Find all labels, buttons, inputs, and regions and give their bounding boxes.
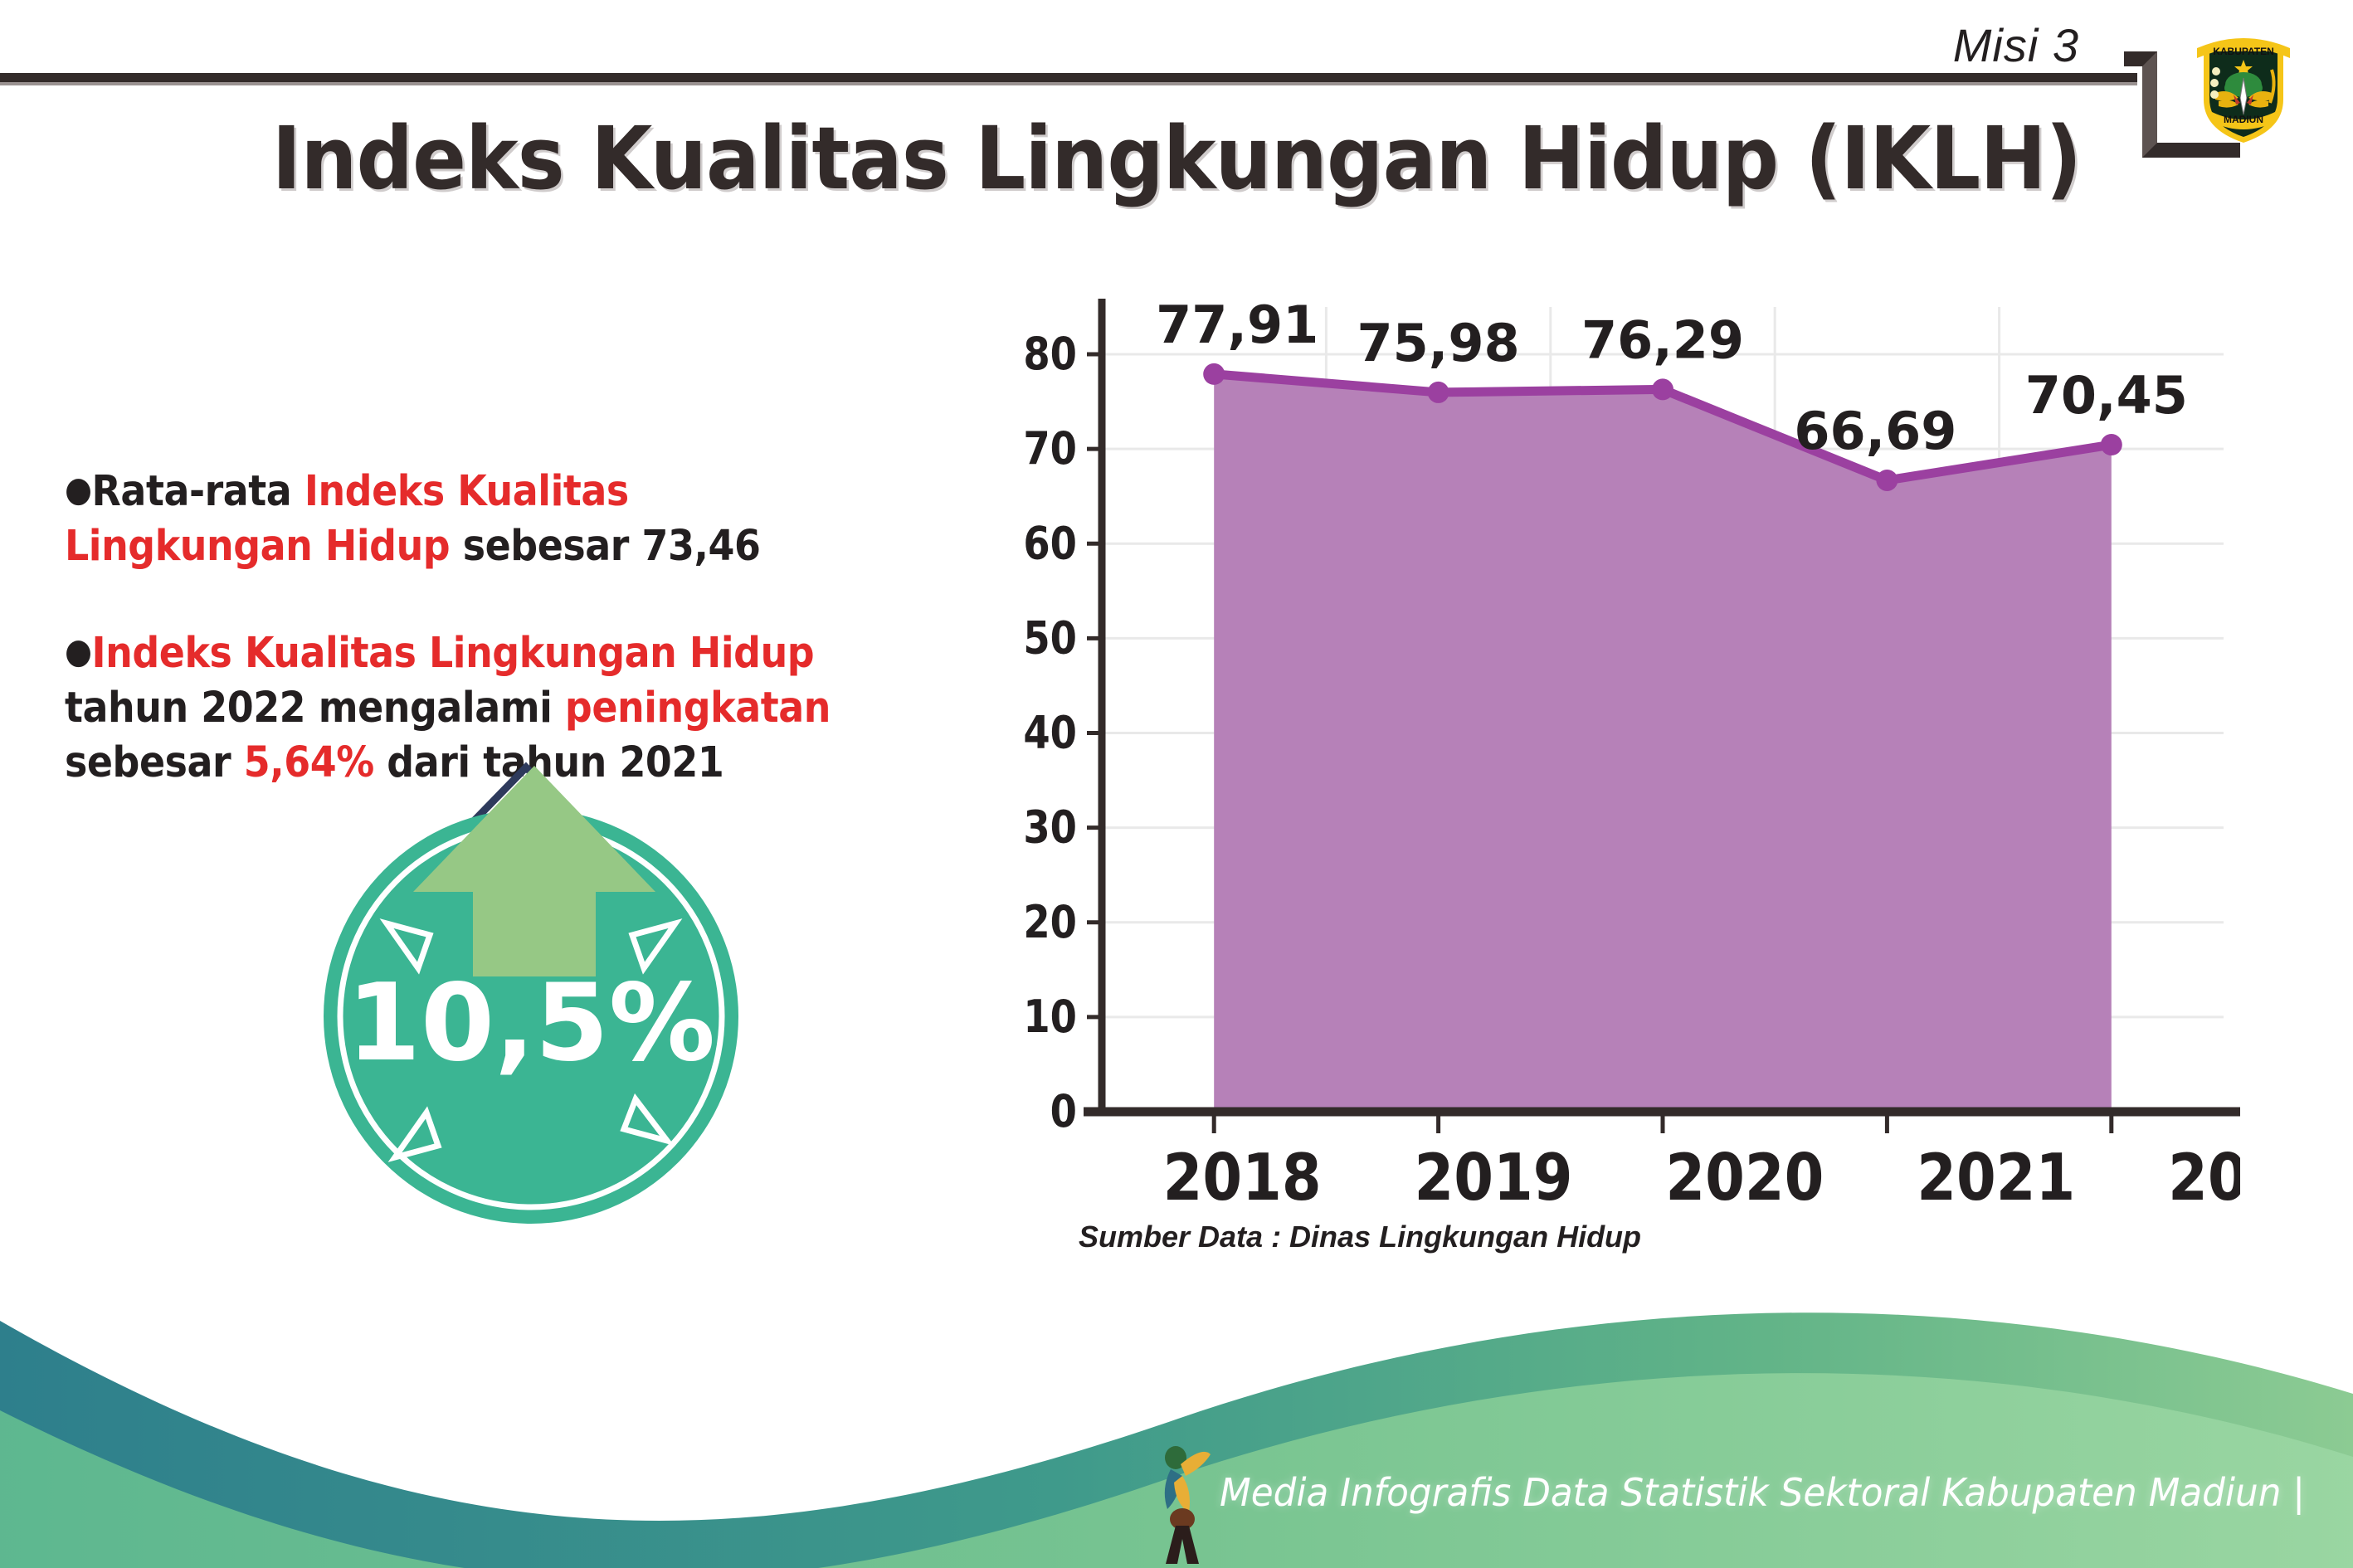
xtick-label: 2022 — [2168, 1141, 2240, 1211]
bullet-1-segment-0: Indeks Kualitas Lingkungan Hidup — [91, 628, 815, 678]
xtick-label: 2020 — [1665, 1141, 1824, 1211]
corner-bracket-decoration — [2124, 51, 2240, 158]
chart-data-labels: 77,91 75,98 76,29 66,69 70,45 — [1156, 295, 2188, 461]
chart-source-note: Sumber Data : Dinas Lingkungan Hidup — [1079, 1220, 1642, 1254]
chart-axes — [1084, 299, 2240, 1133]
data-point-marker — [1652, 378, 1673, 401]
bullet-0-segment-1: Indeks Kualitas Lingkungan Hidup — [65, 467, 629, 572]
bullet-1-segment-4: 5,64% — [243, 738, 374, 788]
bullet-list: ●Rata-rata Indeks Kualitas Lingkungan Hi… — [65, 465, 969, 842]
bullet-dot-icon: ● — [65, 468, 92, 509]
xtick-label: 2021 — [1917, 1141, 2075, 1211]
bullet-dot-icon: ● — [65, 630, 92, 671]
chart-ytick-labels: 0 10 20 30 40 50 60 70 80 — [1023, 328, 1077, 1137]
header-rule-shadow — [0, 82, 2137, 85]
chevron-sw-icon — [387, 1106, 442, 1162]
bullet-0-segment-2: sebesar 73,46 — [450, 522, 761, 572]
ytick-label: 20 — [1023, 895, 1077, 947]
data-label: 70,45 — [2025, 365, 2188, 426]
misi-label: Misi 3 — [1952, 19, 2079, 71]
chevron-ne-icon — [628, 918, 683, 975]
bullet-text-1: Indeks Kualitas Lingkungan Hidup tahun 2… — [65, 629, 831, 788]
kabupaten-madiun-emblem-icon: KABUPATEN MADIUN — [2197, 38, 2290, 143]
bullet-1-segment-1: tahun 2022 mengalami — [65, 683, 565, 733]
iklh-area-chart: 77,91 75,98 76,29 66,69 70,45 0 10 20 30 40 50 60 7… — [1023, 295, 2240, 1211]
bullet-1-segment-5: dari tahun 2021 — [373, 738, 724, 788]
page-title: Indeks Kualitas Lingkungan Hidup (IKLH) — [271, 108, 2083, 209]
xtick-label: 2019 — [1415, 1141, 1573, 1211]
data-label: 75,98 — [1357, 313, 1520, 373]
bullet-item-0: ●Rata-rata Indeks Kualitas Lingkungan Hi… — [65, 465, 879, 575]
chart-area-series — [1214, 373, 2112, 1112]
xtick-label: 2018 — [1163, 1141, 1322, 1211]
ytick-label: 0 — [1050, 1085, 1077, 1137]
ytick-label: 60 — [1023, 517, 1077, 569]
emblem-top-label: KABUPATEN — [2213, 46, 2274, 57]
emblem-bottom-label: MADIUN — [2224, 114, 2263, 125]
up-arrow-icon — [413, 766, 655, 976]
ytick-label: 70 — [1023, 422, 1077, 475]
ytick-label: 30 — [1023, 801, 1077, 853]
ytick-label: 80 — [1023, 328, 1077, 380]
footer-wave-decoration — [0, 1312, 2353, 1568]
bullet-1-segment-3: sebesar — [65, 738, 244, 788]
data-point-marker — [1427, 381, 1449, 403]
increase-badge: 10,5% — [314, 751, 778, 1232]
badge-value: 10,5% — [347, 962, 715, 1085]
data-point-marker — [1203, 363, 1225, 385]
data-label: 77,91 — [1156, 295, 1318, 355]
data-point-marker — [2100, 434, 2122, 456]
data-label: 76,29 — [1581, 309, 1744, 370]
media-infografis-logo-icon — [1164, 1446, 1211, 1564]
bullet-1-segment-2: peningkatan — [564, 683, 831, 733]
bullet-text-0: Rata-rata Indeks Kualitas Lingkungan Hid… — [65, 467, 761, 572]
ytick-label: 40 — [1023, 706, 1077, 758]
ytick-label: 10 — [1023, 990, 1077, 1042]
chevron-se-icon — [620, 1093, 675, 1147]
chevron-nw-icon — [379, 918, 434, 975]
footer-caption: Media Infografis Data Statistik Sektoral… — [1220, 1470, 2306, 1515]
area-fill — [1214, 373, 2112, 1112]
data-point-marker — [1876, 469, 1898, 491]
header-rule — [0, 73, 2137, 82]
data-label: 66,69 — [1794, 401, 1956, 461]
ytick-label: 50 — [1023, 611, 1077, 664]
chart-xtick-labels: 2018 2019 2020 2021 2022 — [1163, 1141, 2240, 1211]
bullet-0-segment-0: Rata-rata — [91, 467, 304, 516]
bullet-item-1: ●Indeks Kualitas Lingkungan Hidup tahun … — [65, 626, 879, 791]
chart-markers — [1203, 363, 2122, 491]
